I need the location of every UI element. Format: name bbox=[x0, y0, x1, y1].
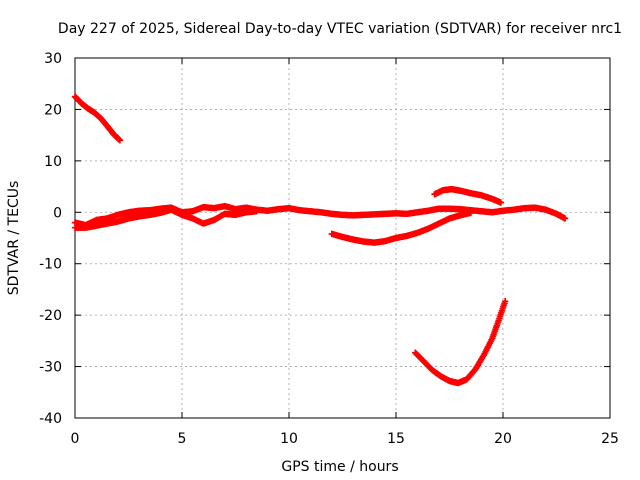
data-point bbox=[116, 137, 124, 144]
data-point bbox=[253, 208, 261, 215]
data-point bbox=[497, 199, 505, 206]
axis-ticks bbox=[74, 57, 611, 419]
data-point bbox=[501, 298, 509, 305]
y-tick-label: 10 bbox=[44, 154, 62, 170]
series-early-high-arc bbox=[71, 93, 124, 144]
x-tick-labels: 0 5 10 15 20 25 bbox=[71, 431, 619, 447]
x-tick-label: 20 bbox=[494, 431, 512, 447]
y-tick-label: -30 bbox=[39, 360, 62, 376]
chart-title: Day 227 of 2025, Sidereal Day-to-day VTE… bbox=[58, 21, 622, 37]
y-axis-label: SDTVAR / TECUs bbox=[6, 181, 22, 296]
y-tick-label: -10 bbox=[39, 257, 62, 273]
grid bbox=[75, 58, 610, 418]
x-axis-label: GPS time / hours bbox=[281, 459, 398, 475]
y-tick-label: 30 bbox=[44, 51, 62, 67]
y-tick-label: -20 bbox=[39, 308, 62, 324]
y-tick-labels: 30 20 10 0 -10 -20 -30 -40 bbox=[39, 51, 62, 427]
y-tick-label: -40 bbox=[39, 411, 62, 427]
x-tick-label: 15 bbox=[387, 431, 405, 447]
data-series bbox=[71, 93, 569, 387]
series-afternoon-hump bbox=[431, 185, 505, 206]
series-main-trace bbox=[71, 202, 569, 229]
plot-frame bbox=[74, 57, 611, 419]
x-tick-label: 0 bbox=[71, 431, 80, 447]
data-point bbox=[561, 215, 569, 222]
series-early-low-band bbox=[71, 206, 261, 231]
x-tick-label: 10 bbox=[280, 431, 298, 447]
series-late-low-arc bbox=[412, 298, 509, 387]
data-point bbox=[467, 209, 475, 216]
y-tick-label: 0 bbox=[53, 205, 62, 221]
series-midday-dip bbox=[328, 209, 475, 246]
x-tick-label: 5 bbox=[178, 431, 187, 447]
y-tick-label: 20 bbox=[44, 102, 62, 118]
x-tick-label: 25 bbox=[601, 431, 619, 447]
